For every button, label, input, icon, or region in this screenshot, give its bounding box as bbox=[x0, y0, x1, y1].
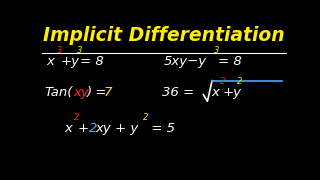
Text: 3: 3 bbox=[214, 46, 220, 55]
Text: 5xy−y: 5xy−y bbox=[164, 55, 207, 68]
Text: 2: 2 bbox=[220, 77, 225, 86]
Text: Implicit Differentiation: Implicit Differentiation bbox=[43, 26, 285, 45]
Text: x: x bbox=[65, 122, 73, 136]
Text: 3: 3 bbox=[57, 46, 62, 55]
Text: 7: 7 bbox=[104, 86, 112, 99]
Text: +y: +y bbox=[223, 86, 242, 99]
Text: = 5: = 5 bbox=[147, 122, 175, 136]
Text: +: + bbox=[78, 122, 93, 136]
Text: 36 =: 36 = bbox=[162, 86, 194, 99]
Text: 2: 2 bbox=[89, 122, 98, 136]
Text: = 8: = 8 bbox=[80, 55, 104, 68]
Text: 2: 2 bbox=[74, 113, 80, 122]
Text: ) =: ) = bbox=[86, 86, 111, 99]
Text: xy + y: xy + y bbox=[96, 122, 139, 136]
Text: xy: xy bbox=[74, 86, 89, 99]
Text: 2: 2 bbox=[237, 77, 242, 86]
Text: +y: +y bbox=[60, 55, 80, 68]
Text: 3: 3 bbox=[77, 46, 82, 55]
Text: x: x bbox=[211, 86, 219, 99]
Text: = 8: = 8 bbox=[218, 55, 242, 68]
Text: x: x bbox=[46, 55, 54, 68]
Text: 2: 2 bbox=[143, 113, 148, 122]
Text: Tan(: Tan( bbox=[44, 86, 73, 99]
